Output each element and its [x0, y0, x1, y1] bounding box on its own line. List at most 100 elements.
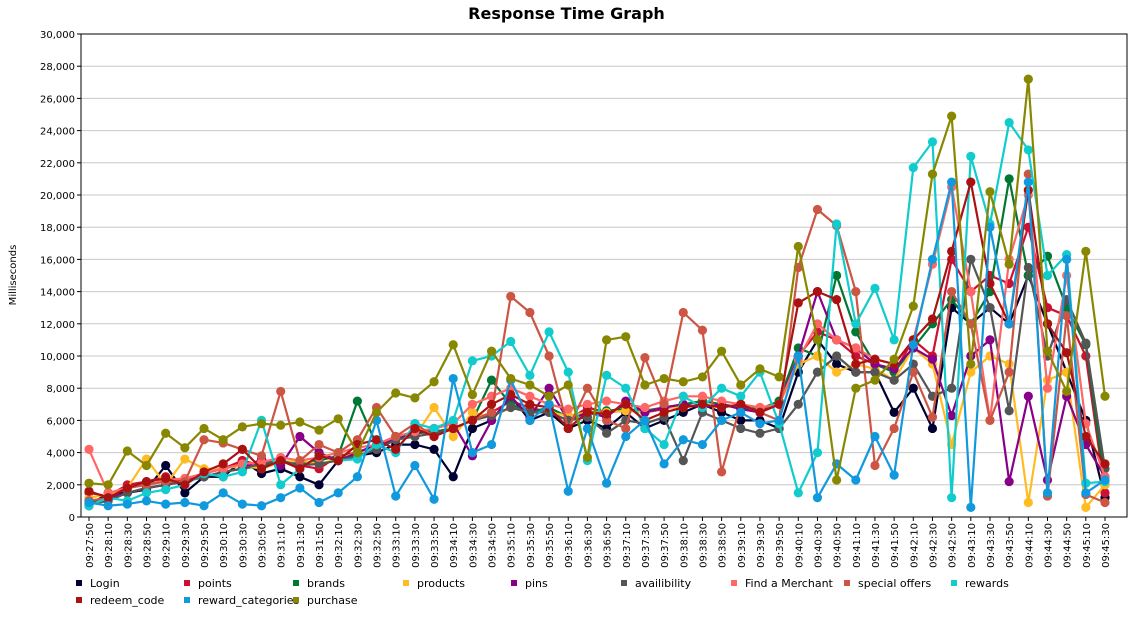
data-point — [678, 402, 688, 413]
data-point — [947, 383, 957, 393]
data-point — [927, 314, 938, 324]
data-point — [314, 439, 324, 450]
data-point — [1023, 262, 1033, 273]
data-point — [659, 373, 669, 384]
data-point — [180, 443, 190, 453]
data-point — [736, 423, 746, 434]
data-point — [889, 354, 899, 364]
data-point — [947, 111, 957, 121]
data-point — [352, 472, 362, 482]
x-tick-label: 09:39:50 — [775, 523, 786, 568]
data-point — [851, 327, 861, 337]
legend-label: availibility — [635, 576, 692, 590]
x-tick-label: 09:44:10 — [1024, 523, 1035, 568]
data-point — [1042, 383, 1053, 393]
data-point — [908, 301, 918, 311]
data-point — [601, 428, 612, 438]
legend-item: Login — [76, 575, 120, 591]
data-point — [755, 428, 765, 438]
data-point — [755, 364, 765, 374]
data-point — [391, 431, 401, 442]
legend-swatch — [511, 580, 517, 586]
data-point — [525, 415, 535, 425]
data-point — [199, 467, 209, 477]
data-point — [391, 444, 401, 454]
legend-label: redeem_code — [90, 593, 165, 607]
y-tick-label: 18,000 — [40, 223, 75, 234]
data-point — [391, 388, 401, 398]
series-reward-categories — [84, 177, 1110, 512]
data-point — [985, 187, 995, 197]
data-point — [276, 493, 286, 503]
y-tick-label: 12,000 — [40, 320, 75, 331]
data-point — [314, 459, 324, 469]
data-point — [141, 496, 152, 506]
x-tick-label: 09:44:30 — [1043, 523, 1054, 568]
data-point — [429, 402, 439, 413]
data-point — [506, 390, 516, 400]
legend-swatch — [184, 597, 190, 603]
x-tick-label: 09:38:50 — [718, 523, 729, 568]
plot-frame — [80, 33, 1128, 518]
data-point — [1042, 270, 1053, 281]
data-point — [333, 448, 343, 458]
y-tick-label: 4,000 — [46, 449, 75, 460]
data-point — [486, 439, 497, 450]
data-point — [640, 402, 650, 413]
data-point — [601, 396, 612, 406]
legend-item: purchase — [293, 592, 358, 608]
legend-item: reward_categories — [184, 592, 299, 608]
data-point — [927, 423, 938, 434]
data-point — [793, 351, 803, 361]
data-point — [84, 478, 94, 488]
legend-item: rewards — [951, 575, 1009, 591]
data-point — [103, 480, 113, 490]
data-point — [333, 488, 343, 498]
data-point — [371, 435, 382, 445]
data-point — [314, 480, 324, 490]
data-point — [1004, 367, 1014, 377]
data-point — [736, 415, 746, 425]
legend-swatch — [76, 597, 82, 603]
data-point — [256, 451, 267, 461]
data-point — [717, 383, 727, 393]
data-point — [851, 475, 861, 485]
data-point — [659, 459, 669, 469]
data-point — [601, 478, 612, 488]
y-tick-label: 10,000 — [40, 352, 75, 363]
data-point — [774, 415, 784, 425]
data-point — [640, 353, 650, 363]
data-point — [563, 380, 573, 390]
data-point — [467, 399, 477, 409]
x-tick-label: 09:27:50 — [85, 523, 96, 568]
legend-item: points — [184, 575, 232, 591]
data-point — [486, 407, 497, 417]
data-point — [621, 431, 631, 442]
data-point — [621, 332, 631, 342]
data-point — [333, 414, 343, 424]
data-point — [870, 460, 880, 471]
data-point — [908, 340, 918, 350]
series-line — [88, 121, 1106, 507]
data-point — [966, 367, 976, 377]
x-tick-label: 09:34:30 — [468, 523, 479, 568]
data-point — [889, 470, 899, 480]
axes: 0 2,000 4,000 6,000 8,000 10,000 12,000 14,000 1… — [40, 30, 1128, 568]
data-point — [218, 459, 228, 469]
data-point — [947, 177, 957, 187]
data-point — [563, 423, 573, 434]
data-point — [429, 494, 439, 504]
data-point — [985, 335, 995, 345]
legend-item: redeem_code — [76, 592, 164, 608]
data-point — [122, 499, 132, 509]
data-point — [812, 335, 823, 345]
data-point — [851, 359, 861, 369]
data-point — [717, 402, 727, 413]
data-point — [717, 396, 727, 406]
data-point — [544, 383, 554, 393]
data-point — [1081, 246, 1091, 256]
x-tick-label: 09:34:50 — [488, 523, 499, 568]
data-point — [1062, 254, 1072, 264]
x-tick-label: 09:45:10 — [1082, 523, 1093, 568]
data-point — [1100, 488, 1110, 498]
